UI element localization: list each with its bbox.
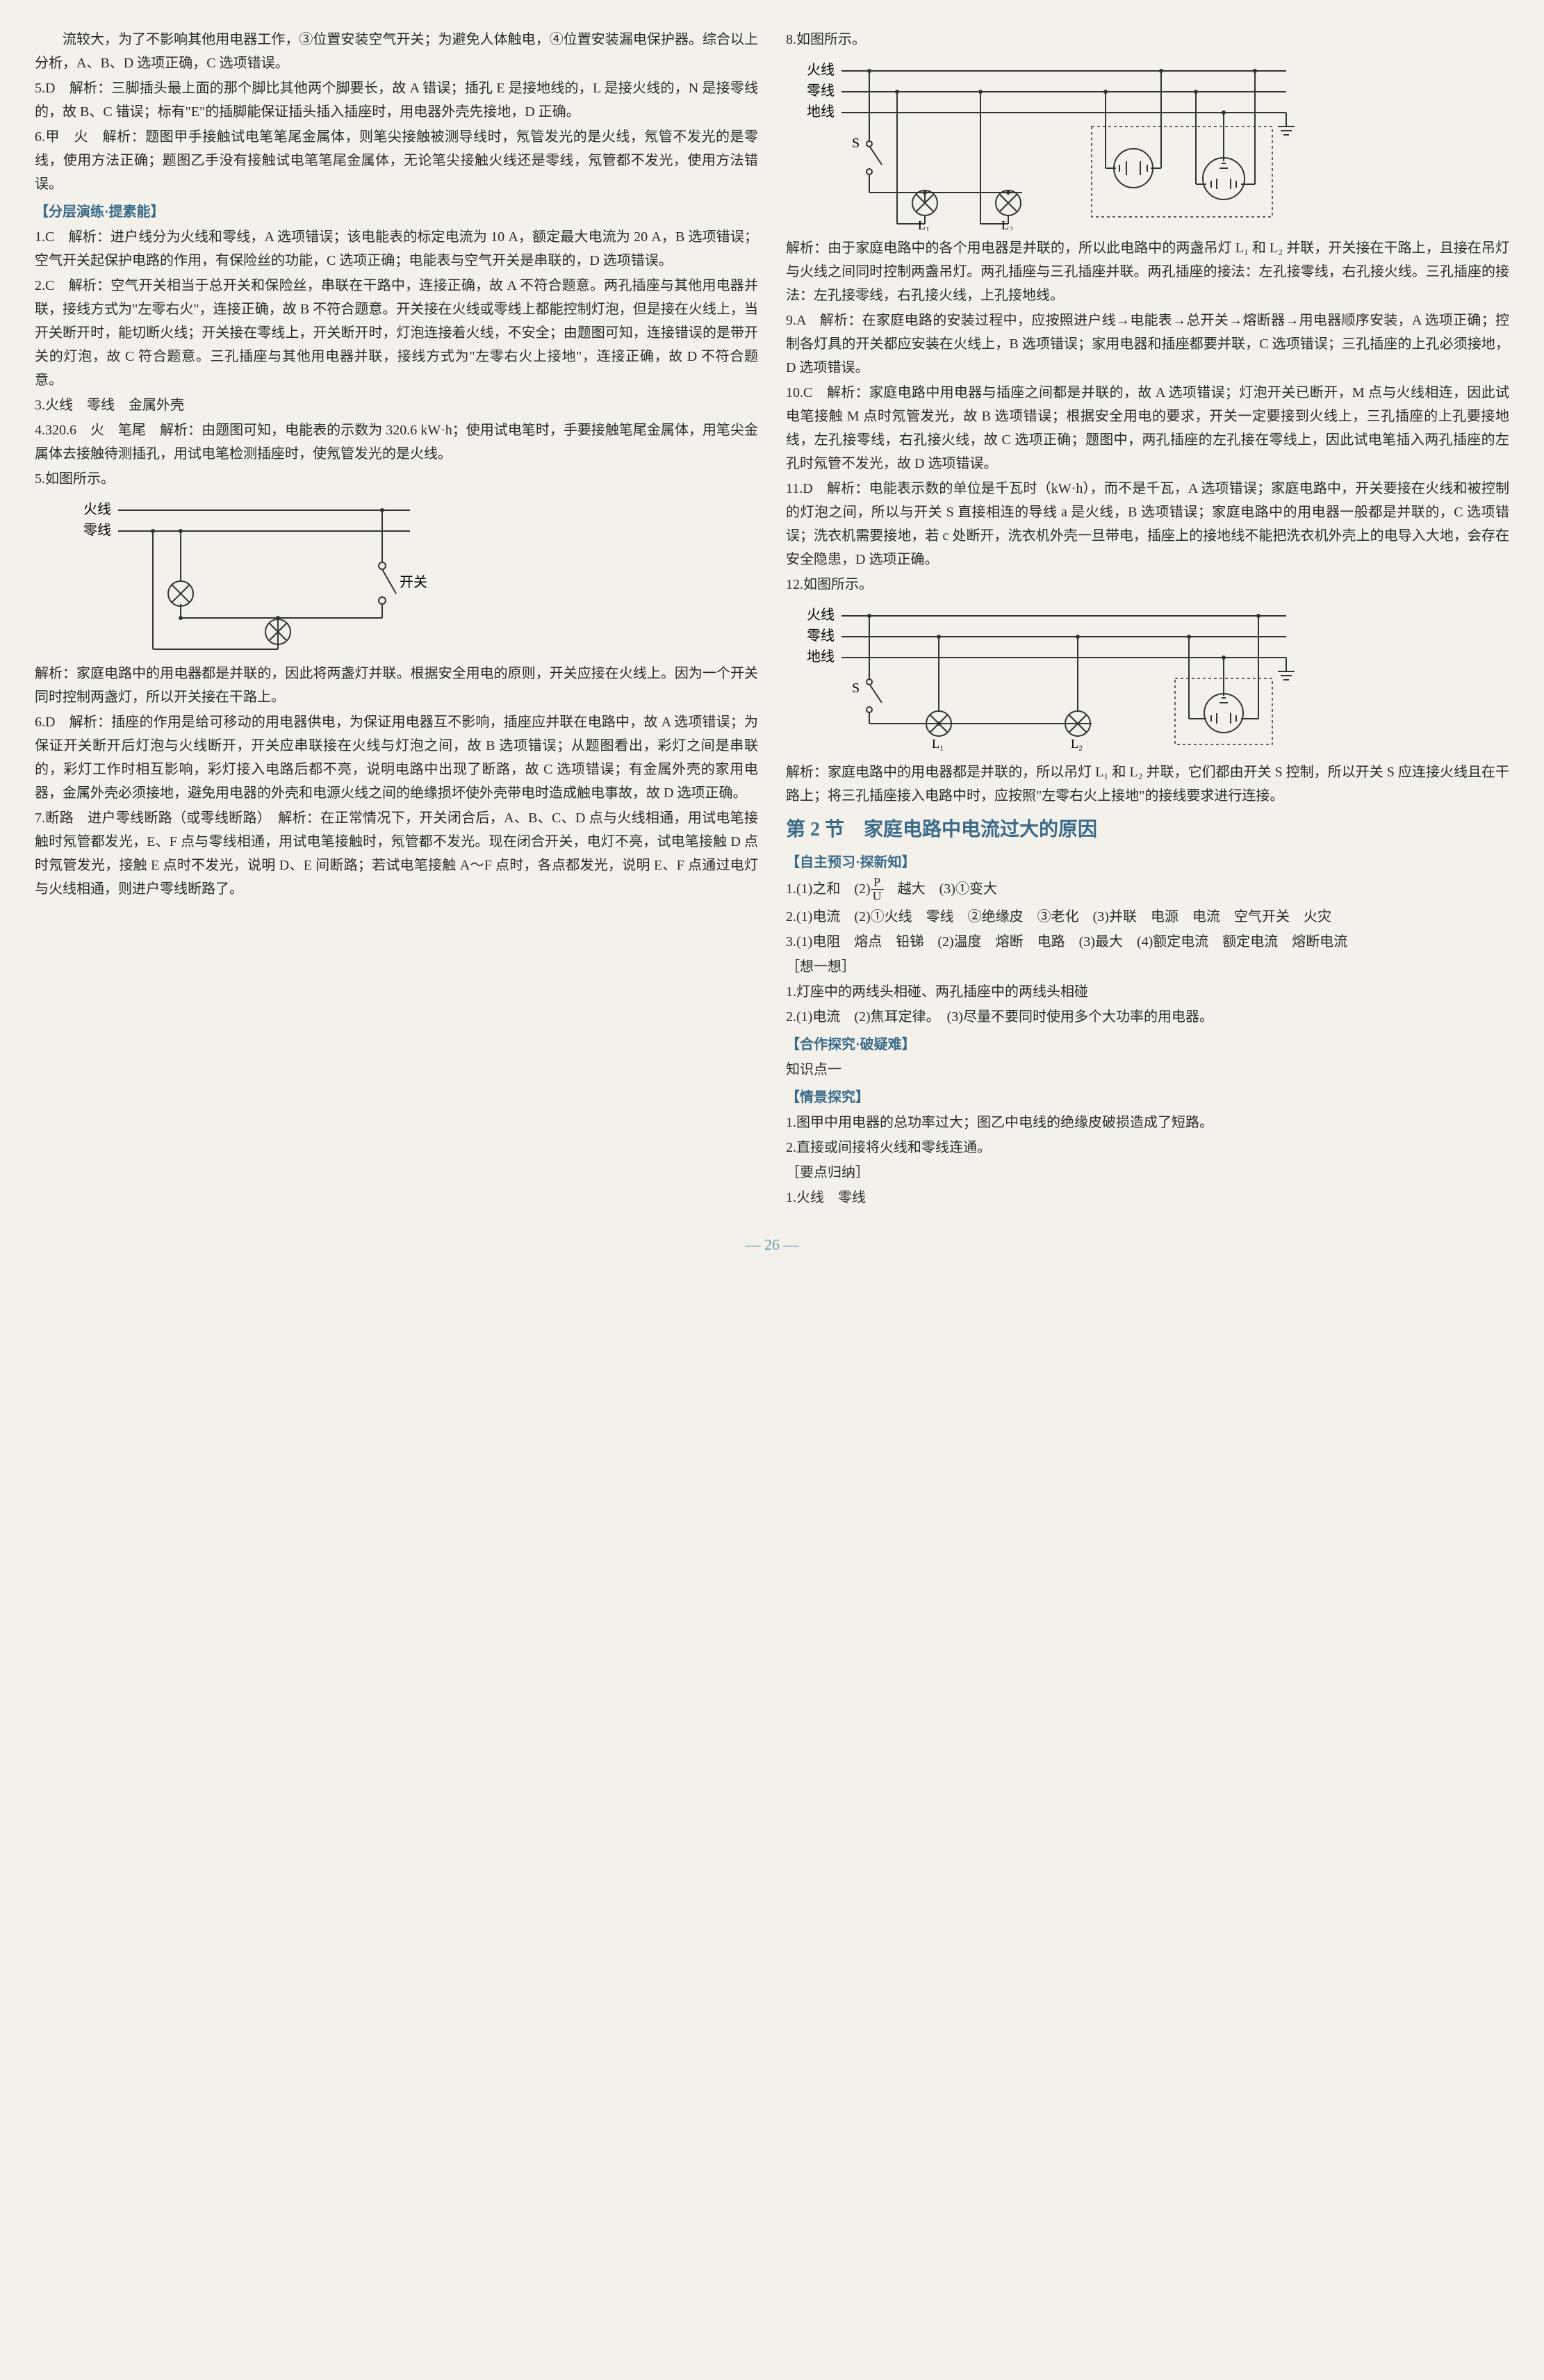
- svg-text:火线: 火线: [807, 62, 835, 78]
- fraction-p-u: PU: [871, 876, 884, 904]
- z1a: 1.(1)之和 (2): [786, 881, 871, 896]
- q10c: 10.C 解析：家庭电路中用电器与插座之间都是并联的，故 A 选项错误；灯泡开关…: [786, 381, 1509, 475]
- svg-text:零线: 零线: [807, 83, 835, 99]
- q11d: 11.D 解析：电能表示数的单位是千瓦时（kW·h），而不是千瓦，A 选项错误；…: [786, 477, 1509, 571]
- q6: 6.甲 火 解析：题图甲手接触试电笔笔尾金属体，则笔尖接触被测导线时，氖管发光的…: [35, 125, 758, 196]
- left-column: 流较大，为了不影响其他用电器工作，③位置安装空气开关；为避免人体触电，④位置安装…: [35, 28, 758, 1211]
- svg-text:火线: 火线: [807, 607, 835, 623]
- page-content: 流较大，为了不影响其他用电器工作，③位置安装空气开关；为避免人体触电，④位置安装…: [35, 28, 1509, 1211]
- q12-header: 12.如图所示。: [786, 573, 1509, 596]
- heading-qingjing: 【情景探究】: [786, 1086, 1509, 1109]
- t6d: 6.D 解析：插座的作用是给可移动的用电器供电，为保证用电器互不影响，插座应并联…: [35, 710, 758, 805]
- th1: 1.灯座中的两线头相碰、两孔插座中的两线头相碰: [786, 980, 1509, 1004]
- t7: 7.断路 进户零线断路（或零线断路） 解析：在正常情况下，开关闭合后，A、B、C…: [35, 806, 758, 901]
- ydgn-header: ［要点归纳］: [786, 1161, 1509, 1184]
- section-heading: 【分层演练·提素能】: [35, 200, 758, 224]
- label-switch: 开关: [400, 574, 427, 590]
- svg-text:零线: 零线: [807, 628, 835, 644]
- qj2: 2.直接或间接将火线和零线连通。: [786, 1136, 1509, 1159]
- q12-explanation: 解析：家庭电路中的用电器都是并联的，所以吊灯 L₁ 和 L₂ 并联，它们都由开关…: [786, 760, 1509, 808]
- svg-text:S: S: [852, 136, 860, 151]
- diagram-q5: 火线 零线 开关: [76, 496, 758, 656]
- z3: 3.(1)电阻 熔点 铅锑 (2)温度 熔断 电路 (3)最大 (4)额定电流 …: [786, 930, 1509, 954]
- label-neutral: 零线: [83, 522, 111, 538]
- t1c: 1.C 解析：进户线分为火线和零线，A 选项错误；该电能表的标定电流为 10 A…: [35, 225, 758, 272]
- para: 流较大，为了不影响其他用电器工作，③位置安装空气开关；为避免人体触电，④位置安装…: [35, 28, 758, 75]
- svg-text:L₂: L₂: [1071, 737, 1083, 751]
- diagram-q12: 火线 零线 地线 S: [800, 602, 1509, 755]
- svg-text:L₁: L₁: [932, 737, 944, 751]
- right-column: 8.如图所示。 火线 零线 地线 S: [786, 28, 1509, 1211]
- label-fire: 火线: [83, 501, 111, 517]
- heading-zizhu: 【自主预习·探新知】: [786, 851, 1509, 874]
- diagram-q8: 火线 零线 地线 S: [800, 57, 1509, 231]
- y1: 1.火线 零线: [786, 1186, 1509, 1209]
- svg-text:L₁: L₁: [918, 218, 930, 231]
- t2c: 2.C 解析：空气开关相当于总开关和保险丝，串联在干路中，连接正确，故 A 不符…: [35, 274, 758, 392]
- q5d: 5.D 解析：三脚插头最上面的那个脚比其他两个脚要长，故 A 错误；插孔 E 是…: [35, 76, 758, 124]
- svg-text:S: S: [852, 680, 860, 696]
- section-2-title: 第 2 节 家庭电路中电流过大的原因: [786, 813, 1509, 847]
- z1: 1.(1)之和 (2)PU 越大 (3)①变大: [786, 876, 1509, 904]
- page-number: — 26 —: [35, 1232, 1509, 1257]
- th2: 2.(1)电流 (2)焦耳定律。 (3)尽量不要同时使用多个大功率的用电器。: [786, 1005, 1509, 1029]
- t3: 3.火线 零线 金属外壳: [35, 393, 758, 417]
- z1b: 越大 (3)①变大: [884, 881, 997, 896]
- svg-text:地线: 地线: [807, 649, 835, 665]
- t5-header: 5.如图所示。: [35, 467, 758, 491]
- svg-text:地线: 地线: [807, 104, 835, 120]
- think-header: ［想一想］: [786, 955, 1509, 979]
- q8-explanation: 解析：由于家庭电路中的各个用电器是并联的，所以此电路中的两盏吊灯 L₁ 和 L₂…: [786, 236, 1509, 307]
- kp1: 知识点一: [786, 1058, 1509, 1082]
- t5-explanation: 解析：家庭电路中的用电器都是并联的，因此将两盏灯并联。根据安全用电的原则，开关应…: [35, 662, 758, 709]
- z2: 2.(1)电流 (2)①火线 零线 ②绝缘皮 ③老化 (3)并联 电源 电流 空…: [786, 905, 1509, 929]
- q8-header: 8.如图所示。: [786, 28, 1509, 51]
- heading-hezuo: 【合作探究·破疑难】: [786, 1033, 1509, 1057]
- svg-text:L₂: L₂: [1001, 218, 1013, 231]
- qj1: 1.图甲中用电器的总功率过大；图乙中电线的绝缘皮破损造成了短路。: [786, 1111, 1509, 1134]
- q9a: 9.A 解析：在家庭电路的安装过程中，应按照进户线→电能表→总开关→熔断器→用电…: [786, 309, 1509, 380]
- t4: 4.320.6 火 笔尾 解析：由题图可知，电能表的示数为 320.6 kW·h…: [35, 418, 758, 466]
